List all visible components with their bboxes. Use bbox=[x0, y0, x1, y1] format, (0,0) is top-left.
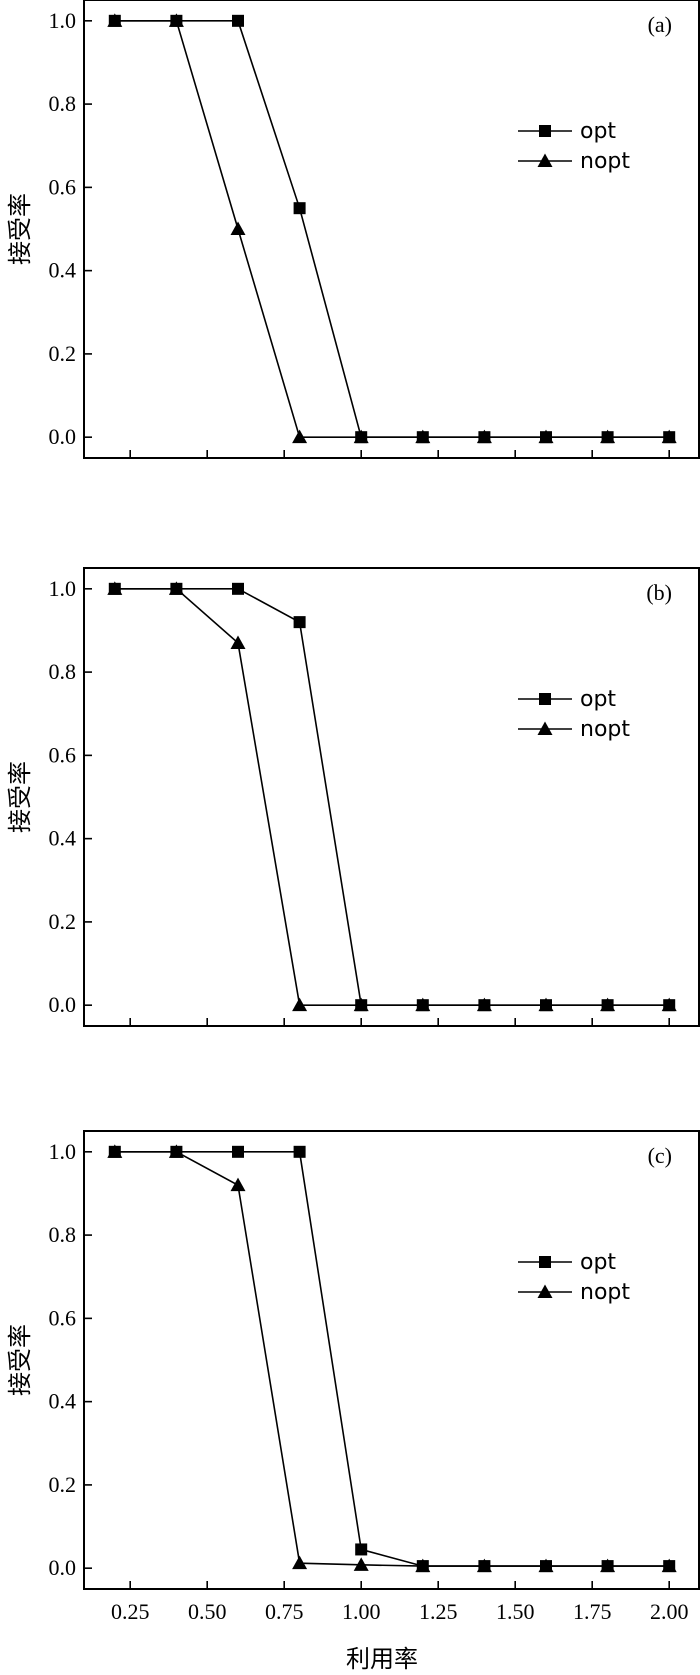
data-point-opt bbox=[232, 582, 244, 595]
y-tick-label: 0.4 bbox=[49, 826, 77, 851]
data-point-nopt bbox=[230, 1177, 246, 1192]
legend-label-nopt: nopt bbox=[580, 149, 630, 174]
data-point-nopt bbox=[168, 581, 184, 595]
data-point-nopt bbox=[600, 997, 616, 1012]
x-tick-label: 2.00 bbox=[650, 1599, 689, 1624]
legend-label-opt: opt bbox=[580, 1250, 616, 1275]
data-point-nopt bbox=[538, 1558, 554, 1573]
series-line-opt bbox=[114, 588, 670, 1006]
y-tick-label: 0.2 bbox=[49, 1472, 77, 1497]
data-point-nopt bbox=[661, 429, 677, 444]
legend-marker-nopt bbox=[537, 1284, 553, 1298]
series-line-opt bbox=[114, 1151, 670, 1567]
y-tick-label: 0.0 bbox=[49, 992, 77, 1017]
data-point-nopt bbox=[168, 1144, 184, 1158]
data-point-opt bbox=[232, 14, 244, 27]
y-tick-label: 0.8 bbox=[49, 659, 77, 684]
data-point-opt bbox=[355, 1543, 368, 1556]
x-tick-label: 1.75 bbox=[573, 1599, 612, 1624]
y-tick-label: 0.0 bbox=[49, 1555, 77, 1580]
y-tick-label: 0.8 bbox=[49, 91, 77, 116]
y-axis-label: 接受率 bbox=[6, 193, 34, 265]
data-point-nopt bbox=[107, 13, 123, 27]
data-point-opt bbox=[232, 1145, 244, 1158]
x-tick-label: 0.75 bbox=[265, 1599, 304, 1624]
data-point-opt bbox=[293, 616, 306, 629]
data-point-nopt bbox=[600, 429, 616, 444]
data-point-nopt bbox=[538, 997, 554, 1012]
series-line-nopt bbox=[114, 20, 670, 438]
data-point-opt bbox=[293, 202, 306, 215]
data-point-nopt bbox=[415, 997, 431, 1012]
x-tick-label: 1.25 bbox=[419, 1599, 458, 1624]
series-line-nopt bbox=[114, 1151, 670, 1567]
x-tick-label: 1.50 bbox=[496, 1599, 535, 1624]
y-tick-label: 0.8 bbox=[49, 1222, 77, 1247]
data-point-nopt bbox=[353, 997, 369, 1012]
data-point-nopt bbox=[353, 1557, 369, 1571]
y-tick-label: 1.0 bbox=[49, 576, 77, 601]
legend-marker-nopt bbox=[537, 153, 553, 167]
chart-panel-1: 0.0 0.2 0.4 0.6 0.8 1.0 接受率 (a) opt nopt bbox=[6, 0, 700, 459]
y-tick-label: 0.2 bbox=[49, 341, 77, 366]
data-point-nopt bbox=[538, 429, 554, 444]
data-point-nopt bbox=[415, 429, 431, 444]
y-tick-label: 0.4 bbox=[49, 1389, 77, 1414]
chart-panel-3: 0.0 0.2 0.4 0.6 0.8 1.0 0.25 0.50 0.75 1.00 1.25 1.… bbox=[6, 1130, 700, 1673]
data-point-nopt bbox=[292, 429, 308, 444]
panel-label: (b) bbox=[646, 580, 672, 605]
y-axis-label: 接受率 bbox=[6, 761, 34, 833]
chart-panel-2: 0.0 0.2 0.4 0.6 0.8 1.0 接受率 (b) opt nopt bbox=[6, 567, 700, 1027]
y-tick-label: 1.0 bbox=[49, 1139, 77, 1164]
plot-frame bbox=[83, 0, 700, 459]
legend-label-opt: opt bbox=[580, 119, 616, 144]
data-point-nopt bbox=[600, 1558, 616, 1573]
data-point-nopt bbox=[476, 997, 492, 1012]
y-axis-label: 接受率 bbox=[6, 1324, 34, 1396]
legend-marker-opt bbox=[539, 693, 551, 705]
data-point-nopt bbox=[107, 581, 123, 595]
data-point-nopt bbox=[415, 1558, 431, 1573]
data-point-nopt bbox=[476, 429, 492, 444]
legend-label-nopt: nopt bbox=[580, 1280, 630, 1305]
x-tick-label: 0.50 bbox=[188, 1599, 227, 1624]
legend-label-opt: opt bbox=[580, 687, 616, 712]
data-point-nopt bbox=[168, 13, 184, 27]
data-point-nopt bbox=[292, 997, 308, 1012]
y-tick-label: 0.2 bbox=[49, 909, 77, 934]
data-point-nopt bbox=[292, 1555, 308, 1570]
x-tick-label: 1.00 bbox=[342, 1599, 381, 1624]
plot-frame bbox=[83, 567, 700, 1027]
x-axis-label: 利用率 bbox=[346, 1645, 418, 1673]
data-point-nopt bbox=[107, 1144, 123, 1158]
legend-marker-nopt bbox=[537, 721, 553, 735]
legend-label-nopt: nopt bbox=[580, 717, 630, 742]
panel-label: (a) bbox=[648, 12, 672, 37]
y-tick-label: 0.4 bbox=[49, 258, 77, 283]
y-tick-label: 1.0 bbox=[49, 8, 77, 33]
plot-frame bbox=[83, 1130, 700, 1590]
series-line-nopt bbox=[114, 588, 670, 1006]
data-point-nopt bbox=[353, 429, 369, 444]
y-tick-label: 0.6 bbox=[49, 1305, 77, 1330]
data-point-nopt bbox=[230, 221, 246, 235]
y-tick-label: 0.0 bbox=[49, 424, 77, 449]
data-point-nopt bbox=[230, 635, 246, 649]
y-tick-label: 0.6 bbox=[49, 742, 77, 767]
data-point-opt bbox=[293, 1145, 306, 1158]
legend-marker-opt bbox=[539, 125, 551, 137]
y-tick-label: 0.6 bbox=[49, 174, 77, 199]
x-tick-label: 0.25 bbox=[111, 1599, 150, 1624]
legend-marker-opt bbox=[539, 1256, 551, 1268]
series-line-opt bbox=[114, 20, 670, 438]
data-point-nopt bbox=[476, 1558, 492, 1573]
data-point-nopt bbox=[661, 997, 677, 1012]
panel-label: (c) bbox=[648, 1143, 672, 1168]
data-point-nopt bbox=[661, 1558, 677, 1573]
